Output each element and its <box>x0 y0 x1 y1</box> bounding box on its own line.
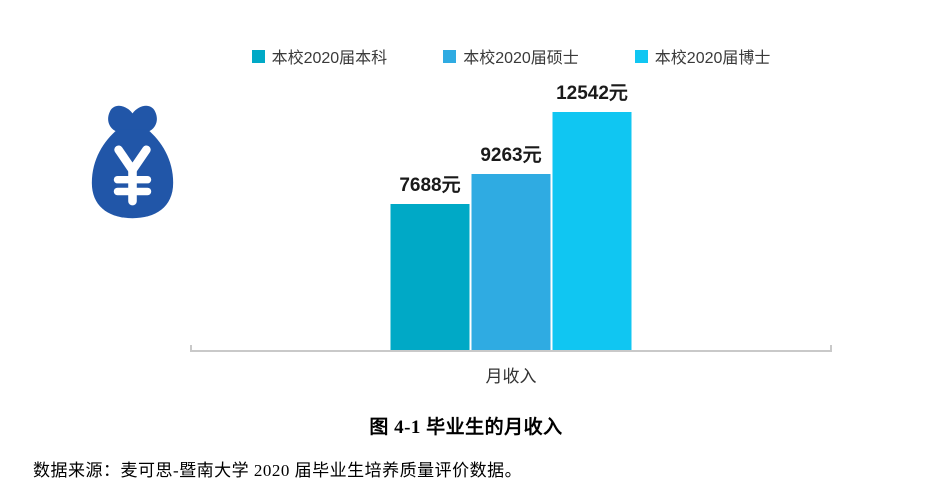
bar-chart-plot: 7688元 9263元 12542元 <box>190 83 832 352</box>
x-axis-line <box>190 345 832 352</box>
legend-swatch <box>251 49 265 63</box>
money-bag-knot <box>108 105 157 132</box>
bar-group-2: 12542元 <box>552 83 632 351</box>
legend-label: 本校2020届博士 <box>654 50 771 67</box>
x-axis-label: 月收入 <box>485 367 537 386</box>
legend-swatch <box>634 49 648 63</box>
bar-value-label: 12542元 <box>556 83 628 105</box>
legend-label: 本校2020届硕士 <box>463 50 579 67</box>
legend-swatch <box>443 49 457 63</box>
yen-symbol <box>113 145 152 206</box>
chart-legend: 本校2020届本科 本校2020届硕士 本校2020届博士 <box>190 44 832 68</box>
legend-item-1: 本校2020届硕士 <box>443 44 579 68</box>
bar <box>471 174 551 351</box>
bar-group-1: 9263元 <box>471 145 551 351</box>
axis-tick-left <box>190 345 192 351</box>
bar <box>390 204 470 351</box>
bar-group-0: 7688元 <box>390 175 470 351</box>
bar-value-label: 9263元 <box>480 145 542 167</box>
bar <box>552 112 632 351</box>
bar-value-label: 7688元 <box>399 175 461 197</box>
data-source-note: 数据来源：麦可思-暨南大学 2020 届毕业生培养质量评价数据。 <box>33 461 523 480</box>
figure-caption: 图 4-1 毕业生的月收入 <box>369 417 563 438</box>
legend-label: 本校2020届本科 <box>271 50 388 67</box>
money-bag-icon <box>91 105 174 219</box>
legend-item-2: 本校2020届博士 <box>634 44 771 68</box>
legend-item-0: 本校2020届本科 <box>251 44 388 68</box>
axis-tick-right <box>830 345 832 351</box>
bar-cluster: 7688元 9263元 12542元 <box>390 83 632 351</box>
